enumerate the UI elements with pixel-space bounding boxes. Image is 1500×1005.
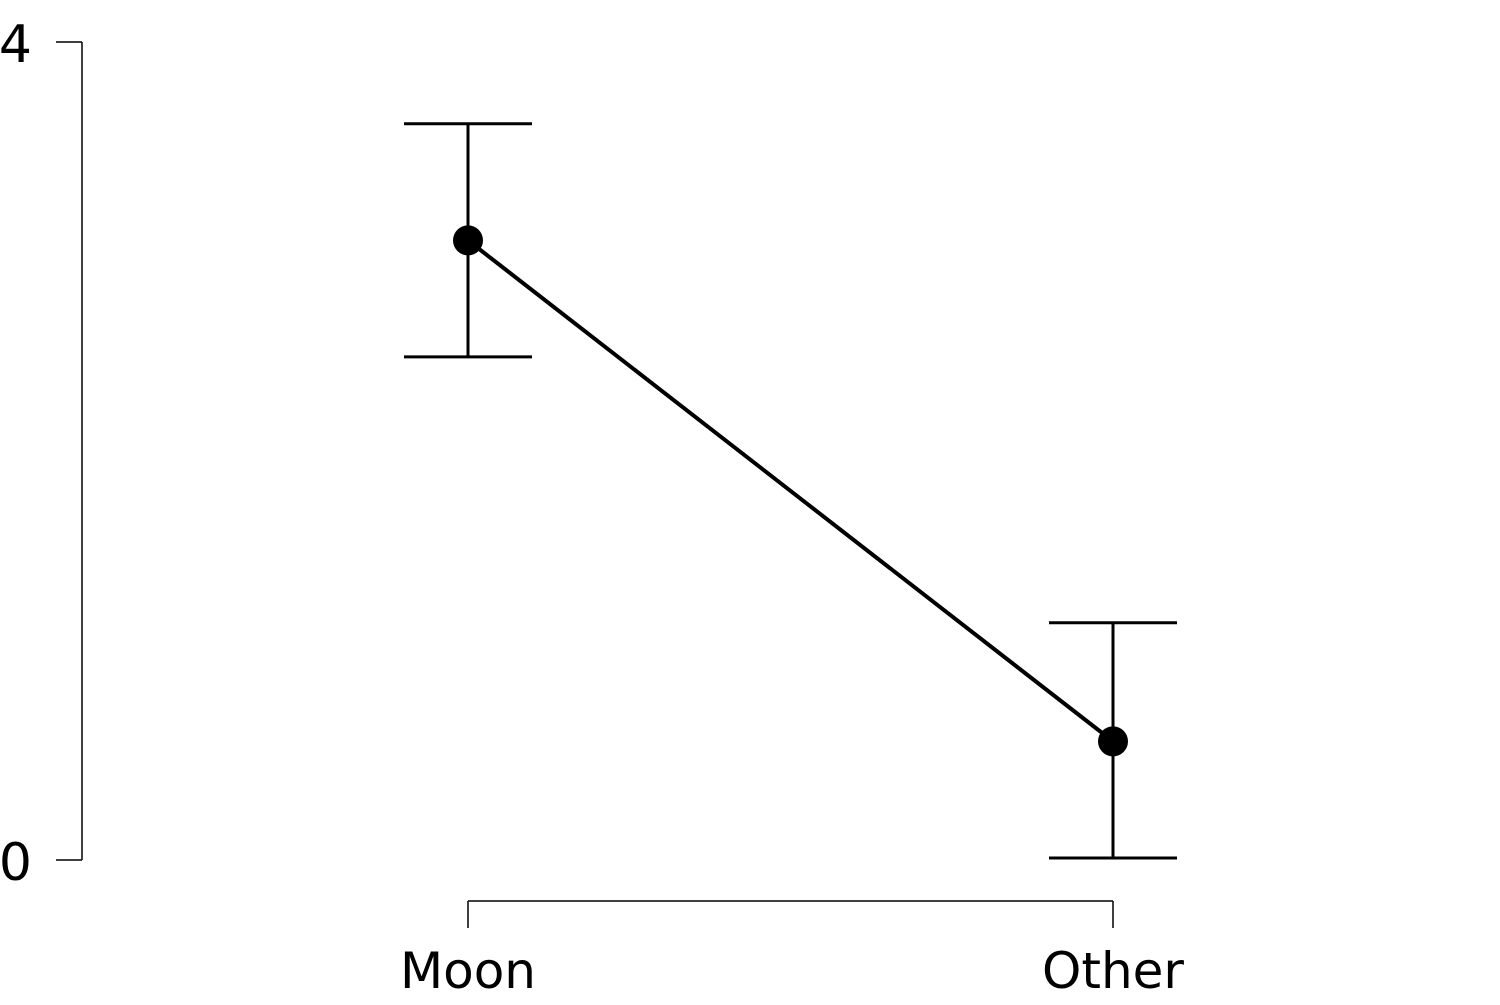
plot-area [404, 122, 1177, 860]
y-axis: 04 [0, 15, 83, 893]
y-tick-label: 4 [0, 15, 32, 75]
series-line [466, 238, 1115, 743]
x-tick-label: Other [1042, 942, 1184, 1000]
data-point-moon [453, 225, 483, 256]
y-tick-label: 0 [0, 833, 32, 893]
x-axis: Moon Other [400, 900, 1184, 1000]
x-tick-label: Moon [400, 942, 536, 1000]
data-point-other [1098, 726, 1128, 757]
